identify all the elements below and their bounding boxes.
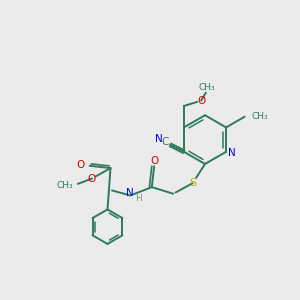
Text: CH₃: CH₃ bbox=[56, 181, 73, 190]
Text: CH₃: CH₃ bbox=[198, 83, 215, 92]
Text: O: O bbox=[150, 156, 158, 166]
Text: O: O bbox=[197, 96, 205, 106]
Text: N: N bbox=[155, 134, 163, 144]
Text: O: O bbox=[87, 173, 96, 184]
Text: S: S bbox=[189, 178, 196, 188]
Text: H: H bbox=[135, 194, 142, 203]
Text: CH₃: CH₃ bbox=[251, 112, 268, 121]
Text: C: C bbox=[162, 137, 169, 147]
Text: O: O bbox=[76, 160, 85, 170]
Text: N: N bbox=[228, 148, 235, 158]
Text: N: N bbox=[126, 188, 134, 198]
